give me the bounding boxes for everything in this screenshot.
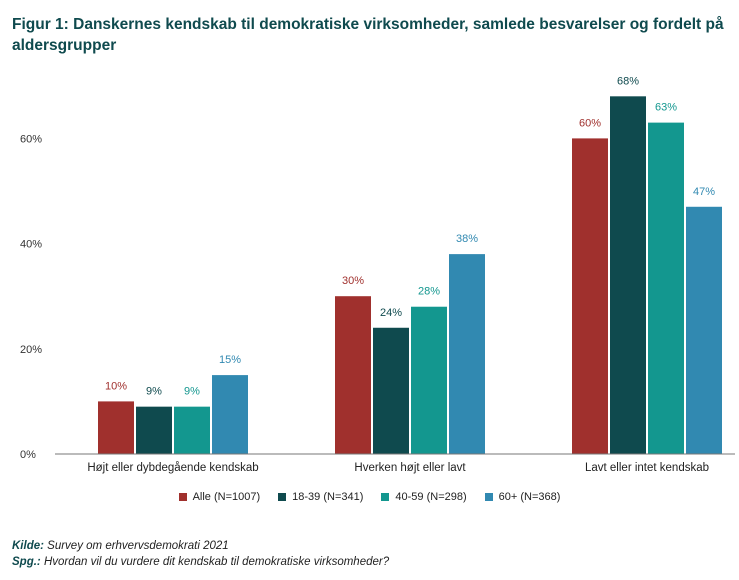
bar [212, 375, 248, 454]
legend-item-18-39: 18-39 (N=341) [278, 491, 363, 503]
bar [411, 306, 447, 454]
bar [572, 138, 608, 454]
bar [686, 206, 722, 454]
bar-chart: 0% 20% 40% 60% 10% 30% 60% 9% 24% 68% 9% 28% 63% 15% 3… [20, 75, 735, 474]
y-tick-label: 20% [20, 344, 42, 356]
bar-value-label: 47% [693, 186, 715, 198]
bar [98, 401, 134, 454]
bar-value-label: 38% [456, 233, 478, 245]
y-tick-label: 0% [20, 449, 36, 461]
bar-value-label: 68% [617, 75, 639, 87]
legend-label: Alle (N=1007) [192, 491, 261, 503]
bar [373, 327, 409, 454]
bar-value-label: 9% [184, 386, 200, 398]
legend-item-alle: Alle (N=1007) [178, 491, 261, 503]
bar [174, 406, 210, 454]
bar-value-label: 63% [655, 102, 677, 114]
chart-footer: Kilde: Survey om erhvervsdemokrati 2021 … [12, 538, 389, 570]
source-text: Survey om erhvervsdemokrati 2021 [47, 540, 229, 552]
legend-item-60plus: 60+ (N=368) [484, 491, 561, 503]
x-category-label: Hverken højt eller lavt [354, 462, 466, 474]
legend-label: 60+ (N=368) [498, 491, 561, 503]
chart-legend: Alle (N=1007) 18-39 (N=341) 40-59 (N=298… [0, 491, 739, 503]
bar-value-label: 30% [342, 275, 364, 287]
question-line: Spg.: Hvordan vil du vurdere dit kendska… [12, 554, 389, 570]
legend-label: 18-39 (N=341) [292, 491, 364, 503]
legend-swatch [278, 493, 287, 501]
bar [449, 254, 485, 454]
legend-swatch [381, 493, 390, 501]
chart-title: Figur 1: Danskernes kendskab til demokra… [12, 16, 724, 54]
x-category-label: Lavt eller intet kendskab [585, 462, 709, 474]
y-tick-label: 40% [20, 239, 42, 251]
legend-swatch [484, 493, 493, 501]
bar-value-label: 24% [380, 307, 402, 319]
bar-value-label: 10% [105, 380, 127, 392]
bar [648, 122, 684, 455]
bar-value-label: 15% [219, 354, 241, 366]
bar-value-label: 60% [579, 117, 601, 129]
legend-swatch [178, 493, 187, 501]
x-category-label: Højt eller dybdegående kendskab [87, 462, 258, 474]
source-line: Kilde: Survey om erhvervsdemokrati 2021 [12, 538, 389, 554]
bar [136, 406, 172, 454]
bar-value-label: 28% [418, 286, 440, 298]
y-tick-label: 60% [20, 133, 42, 145]
bar [335, 296, 371, 454]
question-text: Hvordan vil du vurdere dit kendskab til … [43, 556, 390, 568]
legend-item-40-59: 40-59 (N=298) [381, 491, 467, 503]
bar-value-label: 9% [146, 386, 162, 398]
source-label: Kilde: [12, 540, 44, 552]
question-label: Spg.: [12, 556, 41, 568]
legend-label: 40-59 (N=298) [395, 491, 467, 503]
bar [610, 96, 646, 454]
